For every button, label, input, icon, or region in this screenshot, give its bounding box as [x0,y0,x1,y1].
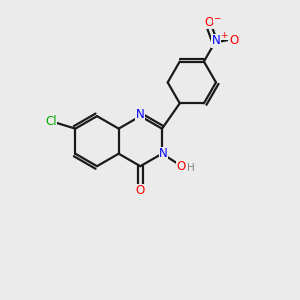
Text: N: N [212,34,221,47]
Text: O: O [176,160,186,173]
Text: Cl: Cl [45,115,57,128]
Text: H: H [187,164,195,173]
Text: O: O [205,16,214,29]
Text: −: − [213,14,221,22]
Text: O: O [229,34,238,47]
Text: O: O [136,184,145,197]
Text: +: + [220,31,227,40]
Text: N: N [136,108,145,121]
Text: N: N [159,147,168,160]
